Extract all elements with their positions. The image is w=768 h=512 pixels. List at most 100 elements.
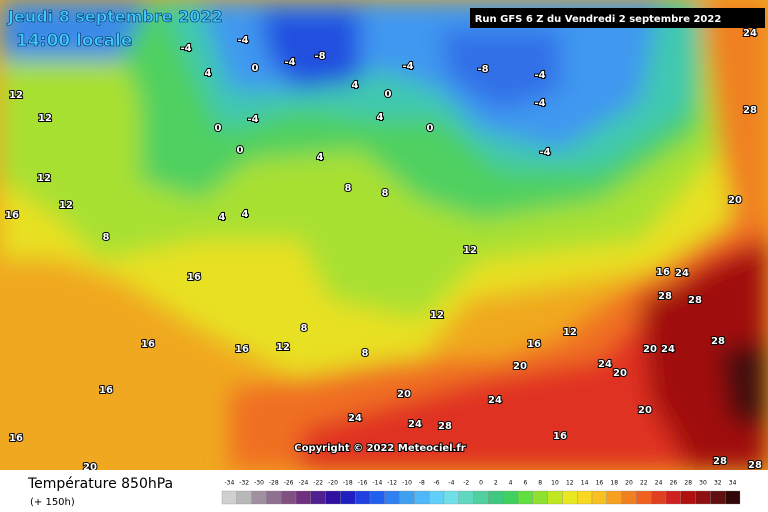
- contour-label: 16: [553, 431, 567, 442]
- scale-label: -10: [402, 480, 412, 487]
- contour-label: 28: [658, 291, 672, 302]
- scale-label: 18: [610, 480, 618, 487]
- scale-swatch: [325, 490, 341, 505]
- contour-label: 4: [242, 209, 249, 220]
- legend-subtitle: (+ 150h): [30, 497, 75, 508]
- contour-label: 16: [656, 267, 670, 278]
- contour-label: 8: [103, 232, 110, 243]
- scale-label: -4: [448, 480, 454, 487]
- scale-swatch: [577, 490, 593, 505]
- scale-label: -24: [298, 480, 308, 487]
- contour-label: 4: [219, 212, 226, 223]
- scale-label: 8: [538, 480, 542, 487]
- scale-label: -26: [284, 480, 294, 487]
- contour-label: -4: [247, 114, 258, 125]
- color-scale: -34 -32 -30 -28 -26 -24 -22 -20 -18 -16 -14 -12 -10-…: [221, 480, 741, 505]
- scale-label: 22: [640, 480, 648, 487]
- contour-label: 16: [141, 339, 155, 350]
- scale-swatch: [547, 490, 563, 505]
- contour-labels: -4 -8 -4 -4 4 0 4 0 -4 -8 -4 -4 -4 0 4 4 -4 0 0 12 12 12 12 16 8…: [4, 27, 763, 474]
- contour-label: 24: [675, 268, 689, 279]
- scale-label: 34: [729, 480, 737, 487]
- contour-label: 20: [643, 344, 657, 355]
- contour-label: 28: [438, 421, 452, 432]
- contour-label: 24: [661, 344, 675, 355]
- scale-label: 30: [699, 480, 707, 487]
- contour-label: 24: [348, 413, 362, 424]
- contour-label: -8: [477, 64, 488, 75]
- contour-label: 4: [205, 68, 212, 79]
- scale-swatch: [221, 490, 237, 505]
- scale-label: 2: [494, 480, 498, 487]
- contour-label: 24: [743, 28, 757, 39]
- contour-label: 12: [563, 327, 577, 338]
- scale-swatch: [295, 490, 311, 505]
- contour-label: 12: [38, 113, 52, 124]
- date-title: Jeudi 8 septembre 2022: [7, 7, 223, 26]
- scale-swatch: [710, 490, 726, 505]
- contour-label: 16: [99, 385, 113, 396]
- contour-label: 12: [463, 245, 477, 256]
- contour-label: -8: [314, 51, 325, 62]
- contour-label: 28: [743, 105, 757, 116]
- scale-swatch: [517, 490, 533, 505]
- scale-swatch: [621, 490, 637, 505]
- scale-swatch: [651, 490, 667, 505]
- contour-label: 12: [430, 310, 444, 321]
- scale-label: 32: [714, 480, 722, 487]
- scale-label: 0: [479, 480, 483, 487]
- contour-label: 0: [215, 123, 222, 134]
- contour-label: 8: [301, 323, 308, 334]
- contour-label: -4: [237, 35, 248, 46]
- scale-label: -8: [419, 480, 425, 487]
- scale-swatch: [310, 490, 326, 505]
- contour-label: 0: [252, 63, 259, 74]
- scale-label: -30: [254, 480, 264, 487]
- contour-label: -4: [534, 98, 545, 109]
- contour-label: 28: [688, 295, 702, 306]
- scale-swatch: [458, 490, 474, 505]
- scale-swatch: [443, 490, 459, 505]
- contour-label: 16: [235, 344, 249, 355]
- scale-label: -16: [358, 480, 368, 487]
- scale-label: -32: [239, 480, 249, 487]
- contour-label: 24: [488, 395, 502, 406]
- scale-swatch: [281, 490, 297, 505]
- time-title: 14:00 locale: [16, 31, 132, 51]
- scale-swatch: [414, 490, 430, 505]
- scale-swatch: [251, 490, 267, 505]
- contour-label: 20: [613, 368, 627, 379]
- scale-label: 20: [625, 480, 633, 487]
- contour-label: 28: [748, 460, 762, 471]
- scale-label: -14: [372, 480, 382, 487]
- contour-label: 12: [37, 173, 51, 184]
- contour-label: 0: [385, 89, 392, 100]
- scale-label: -20: [328, 480, 338, 487]
- scale-label: 26: [670, 480, 678, 487]
- scale-swatch: [680, 490, 696, 505]
- contour-label: 4: [377, 112, 384, 123]
- scale-swatch: [340, 490, 356, 505]
- run-info: Run GFS 6 Z du Vendredi 2 septembre 2022: [475, 14, 722, 25]
- contour-label: 0: [427, 123, 434, 134]
- contour-label: -4: [284, 57, 295, 68]
- contour-label: 20: [397, 389, 411, 400]
- contour-label: 0: [237, 145, 244, 156]
- contour-label: 20: [513, 361, 527, 372]
- contour-label: 24: [598, 359, 612, 370]
- scale-label: -22: [313, 480, 323, 487]
- contour-label: 12: [59, 200, 73, 211]
- copyright: Copyright © 2022 Meteociel.fr: [294, 443, 465, 454]
- scale-swatch: [606, 490, 622, 505]
- scale-label: 6: [523, 480, 527, 487]
- scale-swatch: [473, 490, 489, 505]
- contour-label: 16: [9, 433, 23, 444]
- scale-swatch: [266, 490, 282, 505]
- contour-label: 8: [362, 348, 369, 359]
- contour-label: 8: [382, 188, 389, 199]
- contour-label: 4: [317, 152, 324, 163]
- scale-label: -2: [463, 480, 469, 487]
- scale-swatch: [384, 490, 400, 505]
- contour-label: 12: [276, 342, 290, 353]
- contour-label: 20: [638, 405, 652, 416]
